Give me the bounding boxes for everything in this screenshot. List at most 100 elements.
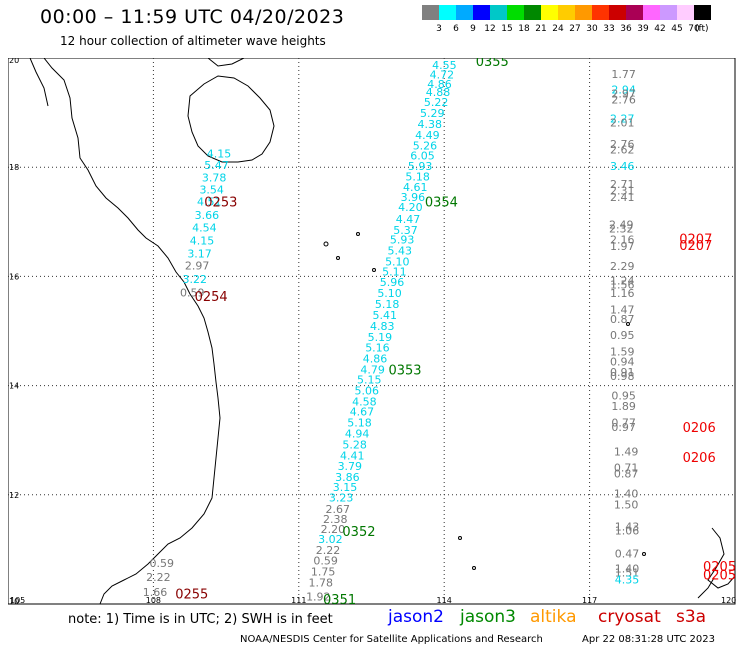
footnote: note: 1) Time is in UTC; 2) SWH is in fe…	[68, 612, 333, 627]
legend-label: 27	[569, 24, 581, 34]
wave-height-value: 1.78	[308, 577, 333, 590]
lon-tick-label: 117	[582, 596, 597, 605]
legend-swatch	[609, 5, 626, 20]
islet	[642, 552, 646, 556]
legend-label: 3	[436, 24, 442, 34]
coastline	[29, 58, 736, 605]
pass-labels: 0355 0354 0353 0352 0351 0253 0254 0255 02070207…	[175, 58, 736, 606]
value-labels: 4.554.724.864.885.225.294.384.495.266.05…	[143, 59, 640, 604]
wave-height-value: 2.41	[610, 191, 635, 204]
legend-label: 18	[518, 24, 530, 34]
legend-s3a: s3a	[676, 607, 707, 627]
legend-swatch	[490, 5, 507, 20]
wave-height-value: 5.19	[368, 331, 393, 344]
legend-swatch	[575, 5, 592, 20]
legend-label: 6	[453, 24, 459, 34]
lat-tick-label: 14	[9, 382, 19, 391]
gridlines	[8, 58, 735, 604]
pass-number-label: 0253	[204, 196, 237, 211]
wave-height-value: 5.06	[355, 384, 380, 397]
legend-label: 70	[688, 24, 700, 34]
wave-height-value: 1.75	[311, 566, 336, 579]
legend-swatch	[422, 5, 439, 20]
wave-height-value: 5.18	[375, 298, 400, 311]
wave-height-value: 0.77	[611, 417, 636, 430]
palawan-coast	[697, 577, 715, 599]
legend-cryosat: cryosat	[598, 607, 661, 627]
wave-height-value: 5.10	[385, 255, 410, 268]
wave-height-value: 3.15	[333, 481, 358, 494]
wave-height-value: 0.87	[614, 467, 639, 480]
wave-height-value: 5.18	[405, 170, 430, 183]
legend-swatch	[660, 5, 677, 20]
wave-height-value: 4.88	[426, 86, 451, 99]
wave-height-value: 1.06	[615, 525, 640, 538]
wave-height-value: 2.67	[325, 503, 350, 516]
legend-label: 30	[586, 24, 598, 34]
wave-height-value: 2.16	[610, 234, 635, 247]
legend-label: 39	[637, 24, 649, 34]
pass-number-label: 0207	[679, 233, 712, 248]
wave-height-value: 2.71	[610, 178, 635, 191]
legend-altika: altika	[530, 607, 577, 627]
lon-tick-label: 105	[10, 596, 25, 605]
wave-height-value: 5.43	[387, 245, 412, 258]
islet	[323, 241, 329, 247]
pass-number-label: 0207	[679, 239, 712, 254]
wave-height-value: 1.97	[610, 240, 635, 253]
wave-height-value: 2.94	[611, 83, 636, 96]
wave-height-value: 4.67	[350, 406, 375, 419]
wave-height-value: 2.29	[610, 260, 635, 273]
wave-height-value: 4.38	[418, 118, 443, 131]
legend-jason2: jason2	[388, 607, 444, 627]
legend-swatch	[626, 5, 643, 20]
wave-height-value: 4.49	[415, 129, 440, 142]
wave-height-value: 1.59	[610, 346, 635, 359]
wave-height-value: 2.76	[611, 93, 636, 106]
wave-height-value: 5.18	[347, 417, 372, 430]
pass-number-label: 0355	[476, 58, 509, 70]
wave-height-value: 5.29	[420, 107, 445, 120]
legend-unit: (ft)	[695, 24, 709, 34]
wave-height-value: 5.41	[372, 309, 397, 322]
pass-number-label: 0352	[342, 525, 375, 540]
wave-height-value: 1.24	[610, 275, 635, 288]
vietnam-coastline	[43, 58, 221, 605]
islet	[356, 232, 360, 236]
wave-height-value: 1.92	[306, 591, 331, 604]
wave-height-value: 4.79	[360, 364, 385, 377]
wave-height-value: 5.47	[204, 159, 229, 172]
legend-label: 42	[654, 24, 666, 34]
islet	[458, 536, 462, 540]
wave-height-value: 0.87	[610, 313, 635, 326]
wave-height-value: 5.22	[424, 96, 449, 109]
lat-tick-label: 10	[9, 597, 19, 606]
wave-height-value: 1.49	[614, 445, 639, 458]
wave-height-value: 2.38	[323, 513, 348, 526]
wave-height-value: 3.54	[199, 183, 224, 196]
hainan-island	[187, 75, 275, 163]
wave-height-value: 4.83	[370, 320, 395, 333]
legend-label: 21	[535, 24, 547, 34]
legend-swatch	[643, 5, 660, 20]
wave-height-value: 4.47	[396, 213, 421, 226]
philippines-coast	[707, 527, 736, 589]
wave-height-value: 0.91	[610, 366, 635, 379]
legend-swatch	[439, 5, 456, 20]
legend-swatch	[473, 5, 490, 20]
wave-height-value: 4.15	[207, 147, 232, 160]
pass-number-label: 0255	[175, 588, 208, 603]
wave-height-value: 1.51	[615, 567, 640, 580]
pass-number-label: 0351	[323, 593, 356, 606]
wave-height-value: 4.86	[363, 353, 388, 366]
lon-tick-label: 114	[437, 596, 452, 605]
legend-swatch	[507, 5, 524, 20]
legend-swatch	[558, 5, 575, 20]
wave-height-value: 1.50	[614, 498, 639, 511]
vietnam-coast-inner	[29, 58, 49, 107]
wave-height-value: 5.93	[408, 160, 433, 173]
legend-swatch	[541, 5, 558, 20]
wave-height-value: 5.37	[393, 224, 418, 237]
wave-height-value: 5.11	[382, 265, 407, 278]
